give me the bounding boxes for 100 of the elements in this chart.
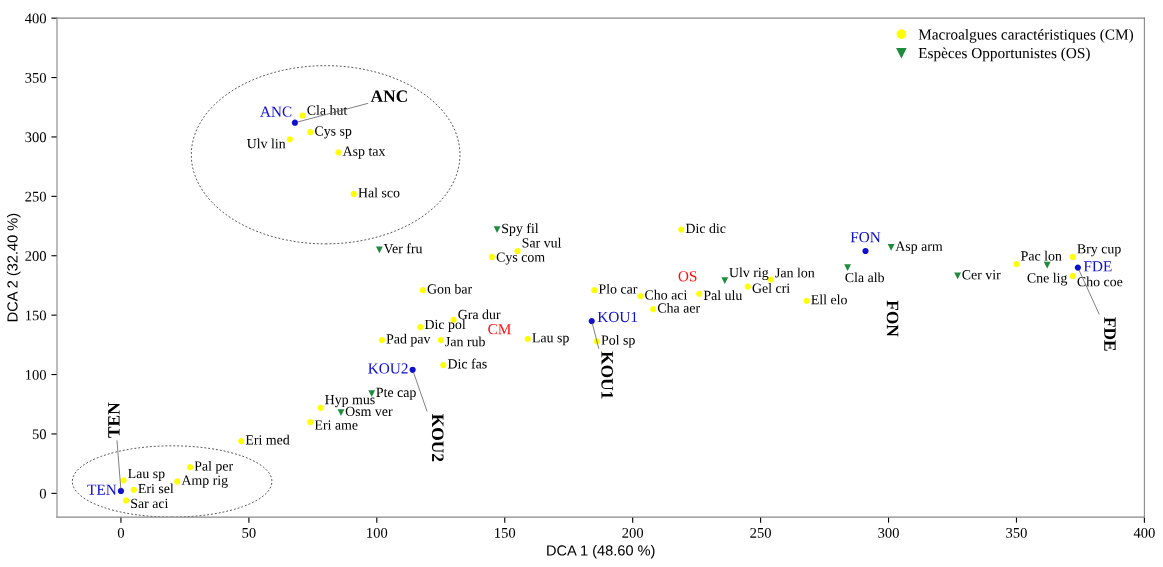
annotation: Cla alb: [845, 272, 885, 283]
x-tick-label: 250: [750, 527, 771, 538]
annotation: Cer vir: [962, 270, 1001, 280]
point: [1013, 260, 1020, 268]
y-tick-label: 150: [25, 310, 47, 321]
x-tick-label: 0: [117, 527, 125, 538]
annotation: OS: [678, 271, 697, 282]
annotation: Eri ame: [314, 420, 358, 430]
point: [375, 246, 383, 254]
point: [588, 317, 595, 325]
point: [1069, 253, 1076, 261]
annotation: Sar vul: [522, 237, 562, 248]
annotation: TEN: [87, 484, 117, 495]
y-tick-label: 200: [25, 251, 47, 261]
point: [417, 323, 424, 331]
point: [291, 119, 299, 126]
annotation: Sar aci: [131, 498, 169, 509]
y-tick-label: 350: [25, 72, 47, 83]
point: [1043, 261, 1051, 269]
point: [954, 272, 962, 280]
annotation: Dic pol: [424, 319, 466, 332]
annotation: FON: [886, 300, 899, 337]
point: [130, 486, 137, 493]
annotation: FON: [850, 232, 881, 243]
annotation: Gon bar: [427, 283, 473, 294]
annotation: Plo car: [598, 283, 638, 294]
x-tick-label: 100: [367, 527, 388, 538]
annotation: Jan rub: [445, 336, 485, 347]
annotation: Asp tax: [342, 146, 386, 159]
point: [862, 247, 869, 255]
point: [286, 136, 293, 143]
point: [174, 478, 181, 485]
point: [887, 244, 895, 251]
point: [299, 112, 306, 119]
point: [1069, 272, 1076, 280]
y-tick-label: 50: [32, 429, 47, 440]
annotation: Gra dur: [458, 309, 501, 320]
point: [307, 129, 314, 136]
annotation: Cys sp: [315, 126, 352, 139]
x-axis-title: DCA 1 (48.60 %): [547, 544, 655, 559]
annotation: Cne lig: [1027, 272, 1068, 286]
point: [117, 487, 125, 495]
annotation: Osm ver: [345, 406, 393, 417]
annotation: Jan lon: [775, 267, 815, 278]
annotation: Hal sco: [358, 187, 400, 198]
annotation: Eri med: [245, 434, 290, 445]
point: [337, 409, 345, 416]
y-tick-label: 250: [25, 191, 47, 202]
x-tick-label: 300: [878, 527, 899, 538]
point: [696, 290, 703, 297]
annotation: CM: [488, 324, 511, 335]
point: [122, 497, 130, 504]
x-tick-label: 400: [1133, 527, 1155, 538]
annotation: Spy fil: [502, 223, 539, 236]
annotation: Cho aci: [645, 289, 688, 300]
point: [238, 437, 245, 445]
legend-label: Macroalgues caractéristiques (CM): [918, 28, 1134, 43]
annotation: KOU1: [597, 311, 638, 323]
annotation: FDE: [1104, 317, 1116, 351]
point: [721, 277, 729, 285]
point: [307, 418, 314, 426]
annotation: Ulv lin: [246, 138, 286, 149]
point: [409, 366, 416, 373]
point: [524, 335, 531, 343]
annotation: Ulv rig: [729, 267, 769, 281]
annotation: KOU2: [368, 363, 408, 374]
point: [186, 464, 194, 471]
annotation: FDE: [1083, 261, 1112, 272]
y-tick-label: 300: [25, 132, 47, 143]
point: [803, 297, 810, 304]
annotation: Cho coe: [1077, 276, 1123, 287]
annotation: Dic dic: [685, 223, 726, 234]
point: [120, 477, 127, 484]
annotation: Dic fas: [447, 358, 487, 369]
annotation: Cys com: [496, 252, 545, 265]
point: [350, 190, 357, 198]
annotation: Lau sp: [128, 468, 165, 482]
point: [493, 226, 501, 234]
point: [591, 287, 598, 294]
annotation: Pac lon: [1021, 250, 1062, 261]
point: [744, 283, 751, 290]
point: [335, 149, 342, 156]
legend-label: Espèces Opportunistes (OS): [918, 47, 1090, 62]
x-tick-label: 200: [622, 527, 644, 538]
annotation: ANC: [370, 90, 407, 103]
point: [1074, 264, 1081, 271]
point: [378, 336, 386, 344]
annotation: Lau sp: [532, 333, 569, 346]
y-tick-label: 0: [39, 488, 47, 499]
annotation: Pal per: [194, 460, 234, 474]
point: [678, 226, 685, 233]
annotation: TEN: [108, 402, 120, 438]
annotation: Cla hut: [307, 105, 348, 115]
x-tick-label: 50: [242, 527, 256, 538]
y-tick-label: 100: [25, 369, 47, 380]
point: [437, 336, 444, 344]
point: [637, 293, 644, 300]
point: [368, 390, 376, 397]
annotation: Cha aer: [657, 302, 700, 313]
y-tick-label: 400: [24, 13, 47, 24]
